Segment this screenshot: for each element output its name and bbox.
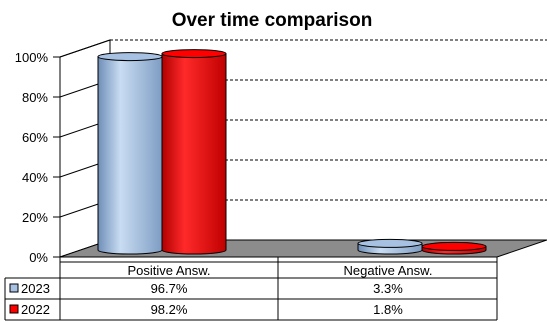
- bar-2023-positive: [97, 52, 163, 255]
- chart-title: Over time comparison: [172, 10, 373, 31]
- y-tick-label: 0%: [29, 250, 48, 265]
- bar-top: [357, 238, 423, 248]
- category-label-positive: Positive Answ.: [127, 263, 210, 278]
- data-label: 96.7%: [151, 281, 188, 296]
- series-name-2023: 2023: [21, 281, 50, 296]
- gridline: [59, 39, 111, 58]
- data-label: 98.2%: [151, 302, 188, 317]
- bar-top: [97, 52, 163, 62]
- y-tick-label: 40%: [22, 170, 48, 185]
- bar-body: [161, 53, 227, 255]
- y-tick-label: 80%: [22, 90, 48, 105]
- y-axis-ticks: 0% 20% 40% 60% 80% 100%: [15, 50, 60, 265]
- data-label: 1.8%: [373, 302, 403, 317]
- bars: [97, 49, 487, 255]
- category-label-negative: Negative Answ.: [344, 263, 433, 278]
- series-name-2022: 2022: [21, 302, 50, 317]
- bar-top: [161, 49, 227, 59]
- y-tick-label: 60%: [22, 130, 48, 145]
- bar-top: [421, 241, 487, 251]
- bar-2022-negative: [421, 241, 487, 255]
- bar-2022-positive: [161, 49, 227, 255]
- bar-body: [97, 56, 163, 255]
- y-tick-label: 20%: [22, 210, 48, 225]
- y-tick-label: 100%: [15, 50, 49, 65]
- legend-key-2022: [9, 304, 19, 314]
- data-table: Positive Answ. Negative Answ. 2023 96.7%…: [4, 257, 498, 321]
- bar-2023-negative: [357, 238, 423, 255]
- legend-key-2023: [9, 283, 19, 293]
- data-label: 3.3%: [373, 281, 403, 296]
